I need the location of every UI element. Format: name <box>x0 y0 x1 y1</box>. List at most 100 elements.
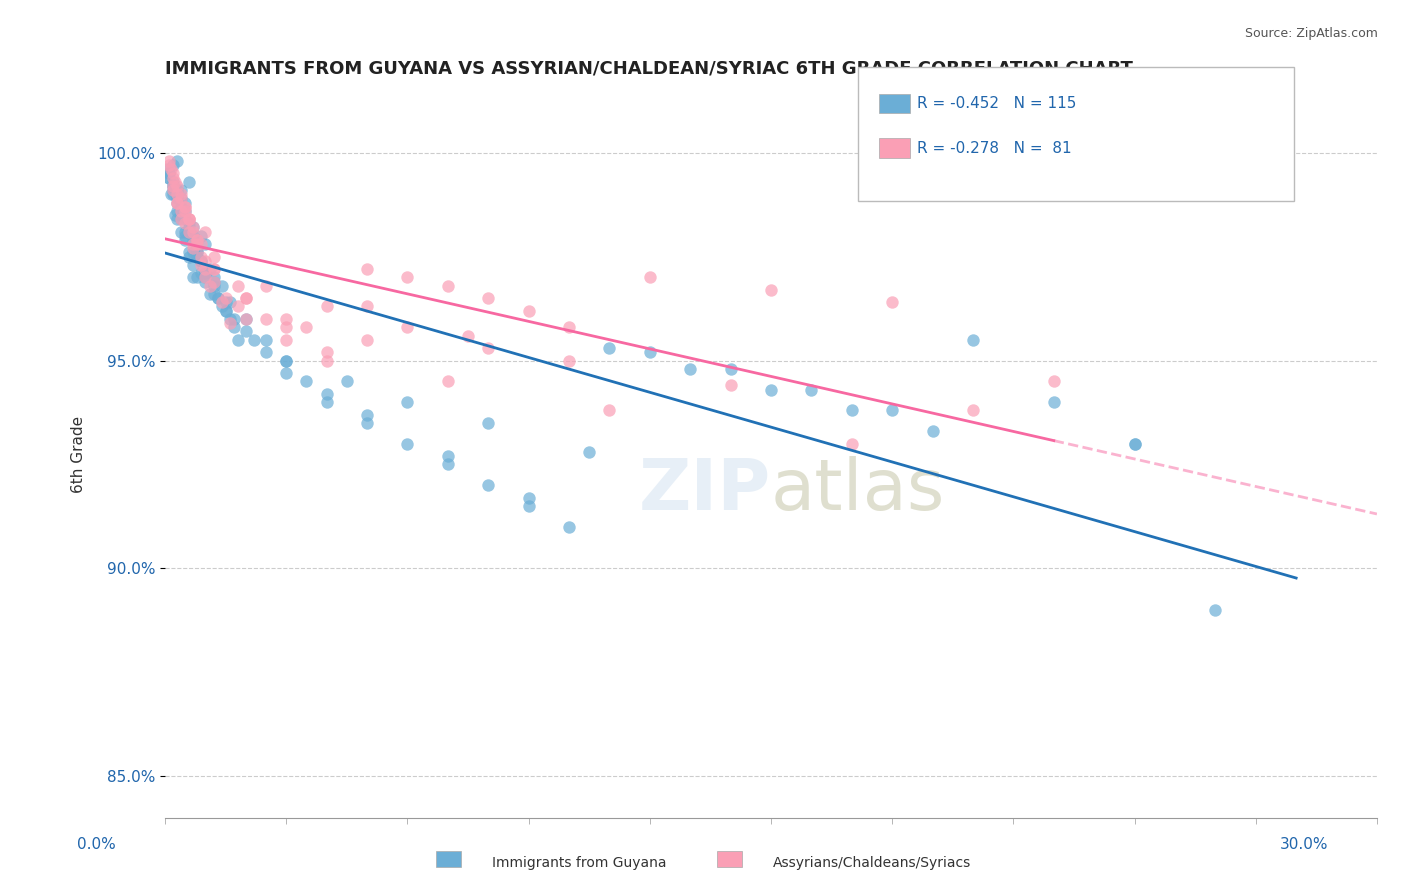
Point <box>157 170 180 185</box>
Point <box>179 216 201 230</box>
Point <box>356 300 378 314</box>
Point <box>174 225 197 239</box>
Point <box>202 275 225 289</box>
Point <box>198 278 221 293</box>
Point <box>315 353 337 368</box>
Point <box>235 291 257 305</box>
Point <box>477 416 499 430</box>
Text: 30.0%: 30.0% <box>1281 837 1329 852</box>
Point <box>160 187 183 202</box>
Point <box>800 383 823 397</box>
Point <box>183 233 205 247</box>
Point <box>179 225 201 239</box>
Point <box>276 353 298 368</box>
Point <box>186 245 208 260</box>
Point <box>202 262 225 277</box>
Text: R = -0.452   N = 115: R = -0.452 N = 115 <box>917 96 1076 111</box>
Point <box>186 233 208 247</box>
Point <box>226 278 249 293</box>
Point <box>162 187 184 202</box>
Point <box>207 291 229 305</box>
Point <box>437 449 460 463</box>
Point <box>202 287 225 301</box>
Point <box>198 262 221 277</box>
Point <box>194 237 217 252</box>
Point <box>194 275 217 289</box>
Point <box>558 320 581 334</box>
Point <box>174 212 197 227</box>
Point <box>202 278 225 293</box>
Point <box>295 374 318 388</box>
Point <box>194 262 217 277</box>
Point <box>190 250 212 264</box>
Point <box>202 270 225 285</box>
Point <box>759 383 782 397</box>
Point <box>179 212 201 227</box>
Point <box>190 228 212 243</box>
Text: Assyrians/Chaldeans/Syriacs: Assyrians/Chaldeans/Syriacs <box>773 855 972 870</box>
Point <box>174 203 197 218</box>
Point <box>396 395 419 409</box>
Point <box>174 228 197 243</box>
Point <box>207 291 229 305</box>
Point <box>162 183 184 197</box>
Point <box>477 341 499 355</box>
Point <box>194 270 217 285</box>
Point <box>215 303 238 318</box>
Point <box>202 275 225 289</box>
Point <box>356 333 378 347</box>
Point <box>276 333 298 347</box>
Point <box>166 178 188 193</box>
Y-axis label: 6th Grade: 6th Grade <box>72 416 86 492</box>
Point <box>254 333 277 347</box>
Point <box>179 220 201 235</box>
Point <box>186 241 208 255</box>
Point <box>162 178 184 193</box>
Point <box>315 386 337 401</box>
Point <box>186 270 208 285</box>
Point <box>276 312 298 326</box>
Point <box>598 403 620 417</box>
Point <box>962 333 984 347</box>
Point <box>211 300 233 314</box>
Point <box>215 303 238 318</box>
Point <box>218 312 240 326</box>
Point <box>186 250 208 264</box>
Point <box>179 175 201 189</box>
Point <box>295 320 318 334</box>
Point <box>215 295 238 310</box>
Point <box>166 195 188 210</box>
Point <box>174 233 197 247</box>
Point <box>170 212 193 227</box>
Point <box>235 312 257 326</box>
Point <box>186 233 208 247</box>
Point <box>437 278 460 293</box>
Point <box>174 195 197 210</box>
Point <box>170 191 193 205</box>
Point <box>183 220 205 235</box>
Point <box>165 175 187 189</box>
Point <box>1123 436 1146 450</box>
Point <box>759 283 782 297</box>
Point <box>226 333 249 347</box>
Point <box>578 445 600 459</box>
Point <box>170 203 193 218</box>
Point <box>183 241 205 255</box>
Point <box>183 225 205 239</box>
Point <box>166 212 188 227</box>
Point <box>254 278 277 293</box>
Point <box>315 395 337 409</box>
Point <box>162 175 184 189</box>
Text: Immigrants from Guyana: Immigrants from Guyana <box>492 855 666 870</box>
Point <box>215 291 238 305</box>
Point <box>1204 603 1226 617</box>
Point <box>638 270 661 285</box>
Point <box>166 153 188 168</box>
Point <box>162 170 184 185</box>
Point <box>235 291 257 305</box>
Point <box>170 225 193 239</box>
Point <box>183 258 205 272</box>
Point <box>235 312 257 326</box>
Point <box>183 220 205 235</box>
Point <box>166 195 188 210</box>
